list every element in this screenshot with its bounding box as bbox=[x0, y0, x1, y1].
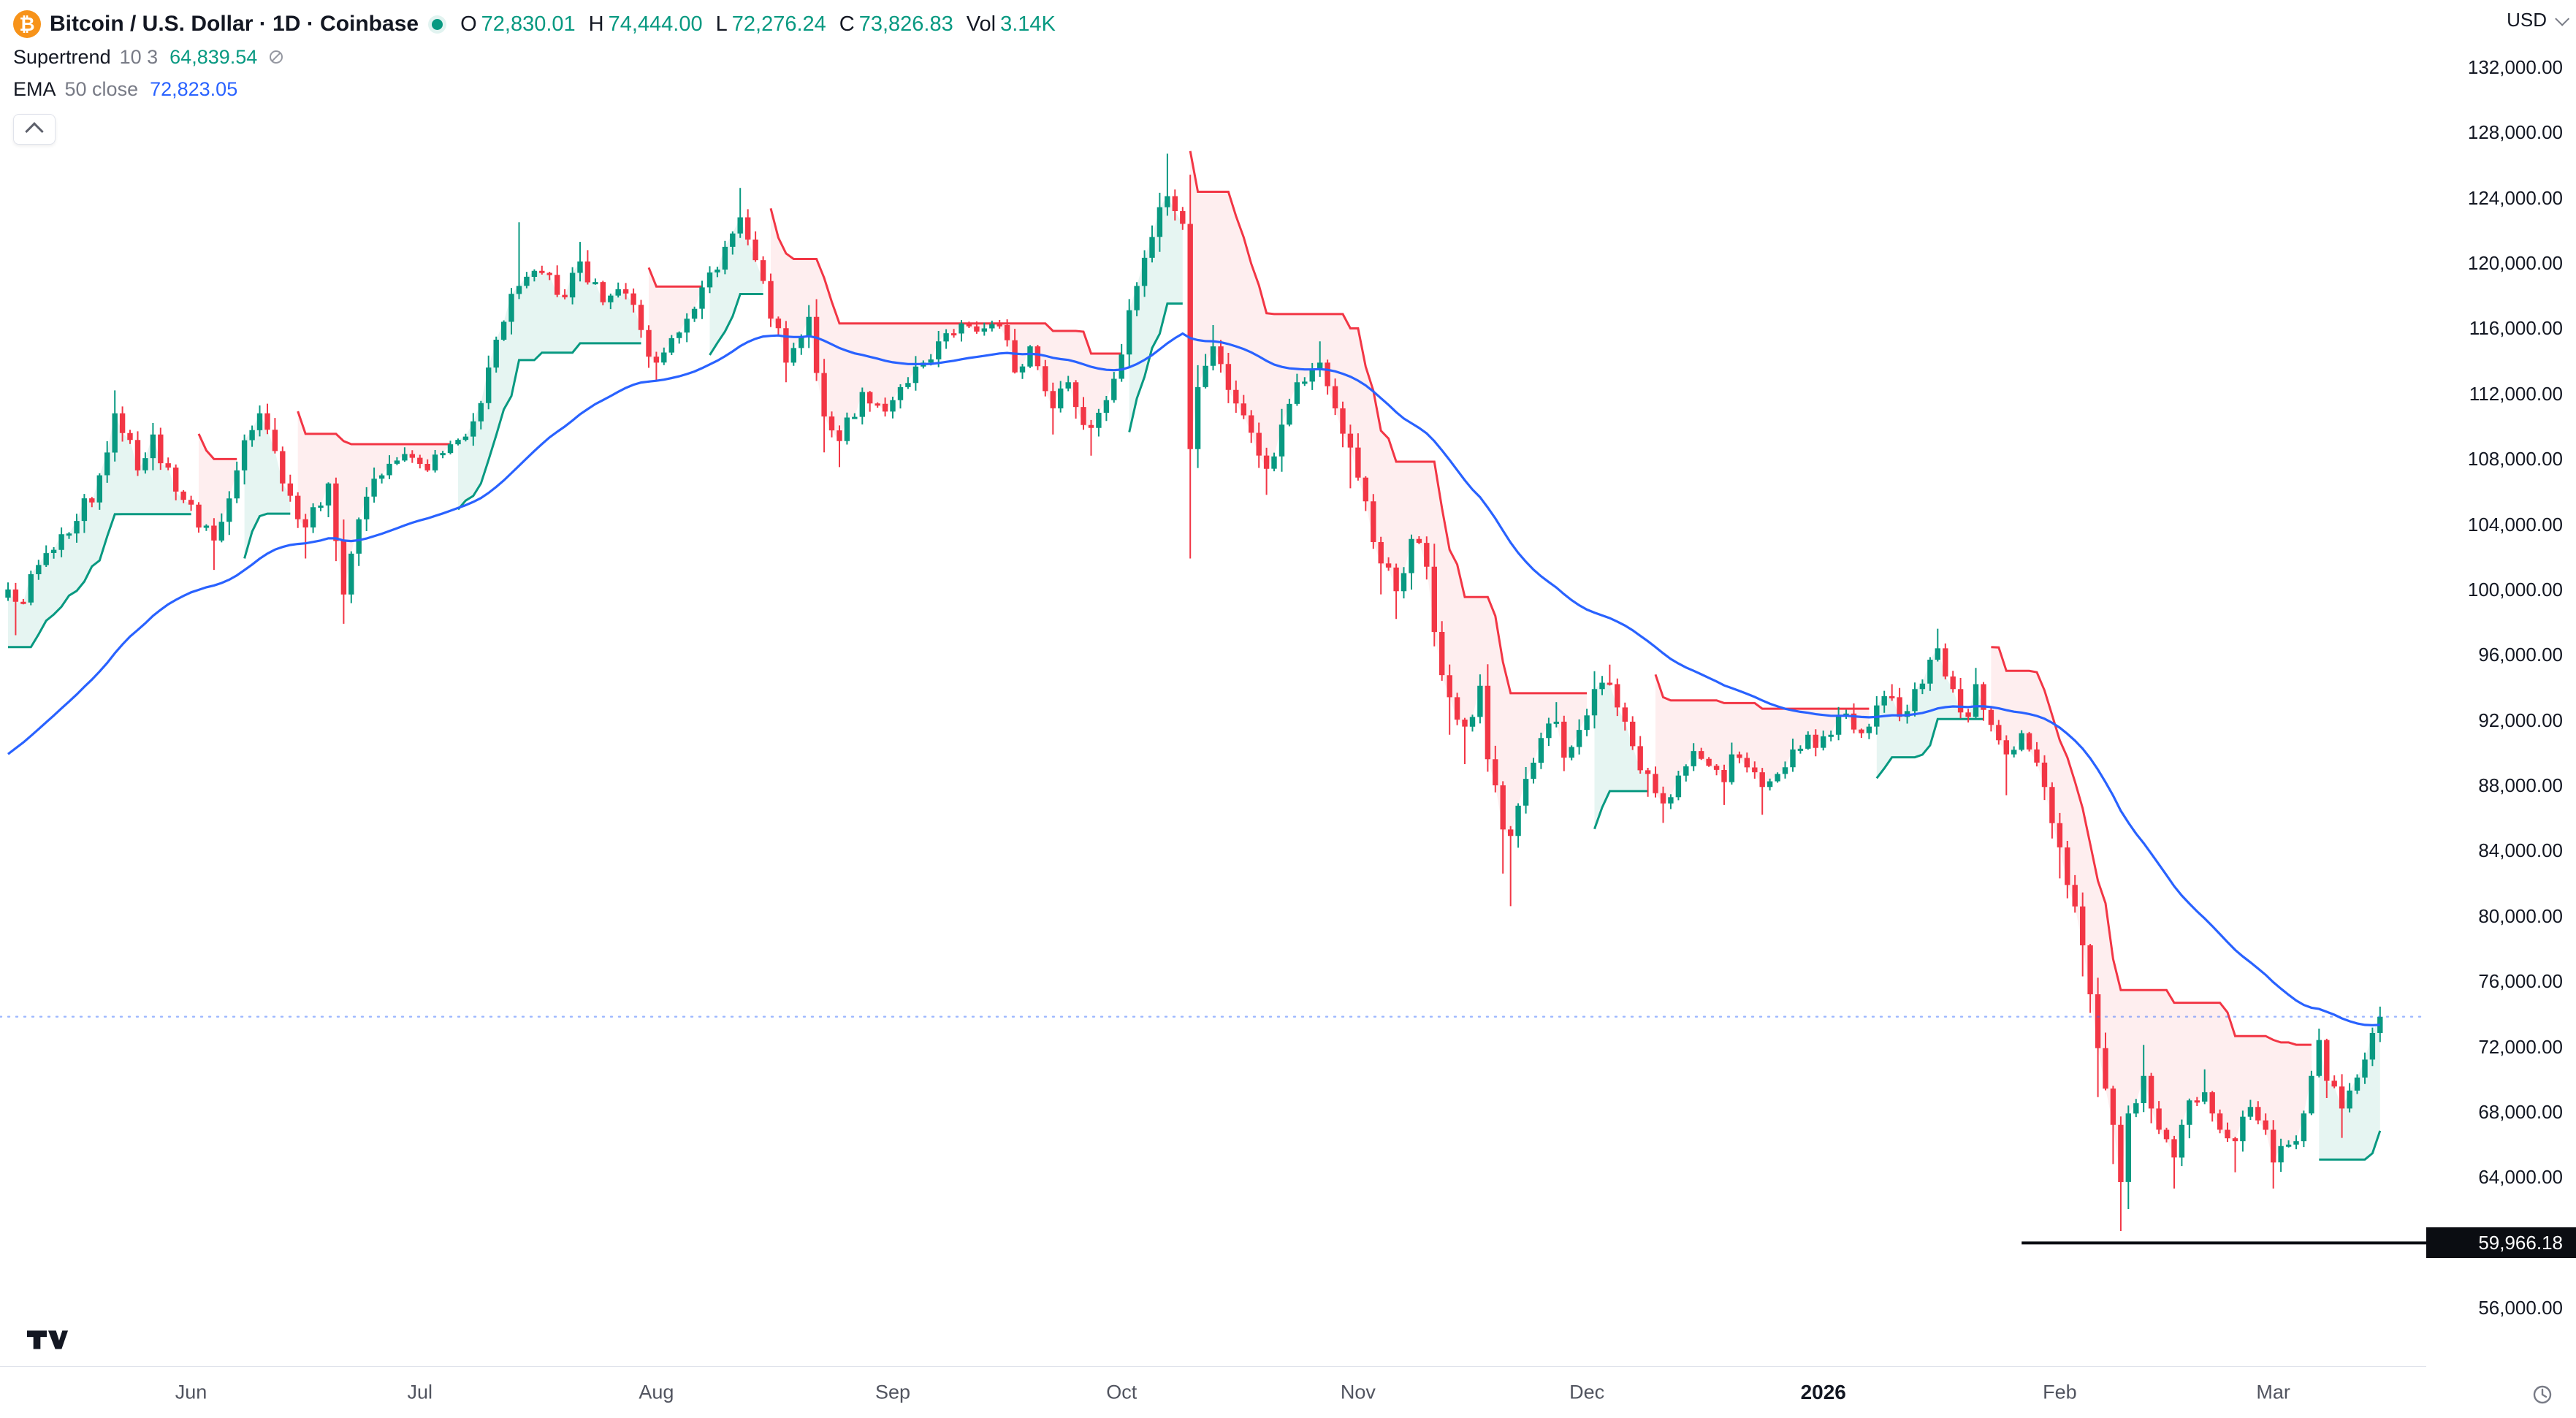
circle-slash-icon[interactable] bbox=[267, 48, 285, 66]
indicator-name[interactable]: Supertrend bbox=[13, 45, 111, 68]
high-value: 74,444.00 bbox=[608, 12, 703, 36]
indicator-value: 72,823.05 bbox=[150, 77, 238, 100]
price-axis-label: 100,000.00 bbox=[2467, 578, 2563, 601]
price-axis[interactable]: 59,966.18 132,000.00 128,000.00 124,000.00… bbox=[2426, 0, 2576, 1367]
collapse-legend-button[interactable] bbox=[13, 114, 56, 145]
time-axis-label: Sep bbox=[875, 1381, 911, 1403]
ema-line bbox=[7, 332, 2380, 1026]
time-axis-label: Mar bbox=[2256, 1381, 2290, 1403]
time-axis-label: Dec bbox=[1569, 1381, 1605, 1403]
price-axis-label: 68,000.00 bbox=[2478, 1100, 2563, 1123]
price-axis-label: 124,000.00 bbox=[2467, 186, 2563, 209]
high-label: H bbox=[588, 12, 604, 36]
time-axis-label: 2026 bbox=[1800, 1381, 1846, 1403]
indicator-row-ema[interactable]: EMA 50 close 72,823.05 bbox=[13, 73, 1056, 105]
price-axis-label: 104,000.00 bbox=[2467, 513, 2563, 535]
legend: ₿ Bitcoin / U.S. Dollar · 1D · Coinbase … bbox=[13, 7, 1056, 145]
time-axis-label: Aug bbox=[639, 1381, 674, 1403]
low-label: L bbox=[715, 12, 728, 36]
price-axis-label: 64,000.00 bbox=[2478, 1166, 2563, 1189]
price-axis-label: 80,000.00 bbox=[2478, 904, 2563, 927]
supertrend-fill-layer bbox=[8, 150, 2380, 1182]
volume-label: Vol bbox=[966, 12, 997, 36]
time-axis-label: Jun bbox=[175, 1381, 207, 1403]
time-axis-label: Nov bbox=[1340, 1381, 1376, 1403]
currency-selector[interactable]: USD bbox=[2507, 9, 2570, 31]
price-axis-label: 96,000.00 bbox=[2478, 644, 2563, 666]
currency-label: USD bbox=[2507, 9, 2547, 31]
time-axis-label: Jul bbox=[407, 1381, 433, 1403]
price-axis-label: 116,000.00 bbox=[2469, 317, 2563, 340]
symbol-legend-row[interactable]: ₿ Bitcoin / U.S. Dollar · 1D · Coinbase … bbox=[13, 7, 1056, 41]
indicator-params: 10 3 bbox=[119, 45, 159, 68]
indicator-value: 64,839.54 bbox=[169, 45, 258, 68]
indicator-row-supertrend[interactable]: Supertrend 10 3 64,839.54 bbox=[13, 41, 1056, 73]
price-axis-label: 108,000.00 bbox=[2467, 448, 2563, 470]
price-axis-label: 132,000.00 bbox=[2467, 56, 2563, 78]
level-price-label[interactable]: 59,966.18 bbox=[2426, 1227, 2576, 1259]
time-axis-label: Oct bbox=[1106, 1381, 1138, 1403]
timezone-clock-icon[interactable] bbox=[2531, 1383, 2554, 1406]
market-status-dot[interactable] bbox=[432, 18, 443, 30]
symbol-title[interactable]: Bitcoin / U.S. Dollar · 1D · Coinbase bbox=[50, 12, 419, 36]
indicator-params: 50 close bbox=[64, 77, 139, 100]
chevron-up-icon bbox=[25, 122, 44, 141]
close-label: C bbox=[839, 12, 855, 36]
open-label: O bbox=[460, 12, 477, 36]
price-axis-label: 128,000.00 bbox=[2467, 121, 2563, 144]
low-value: 72,276.24 bbox=[731, 12, 826, 36]
bitcoin-icon: ₿ bbox=[13, 10, 41, 38]
price-axis-label: 120,000.00 bbox=[2467, 252, 2563, 275]
price-axis-label: 76,000.00 bbox=[2478, 970, 2563, 993]
price-axis-label: 92,000.00 bbox=[2478, 709, 2563, 731]
indicator-name[interactable]: EMA bbox=[13, 77, 56, 100]
tradingview-logo[interactable] bbox=[26, 1329, 69, 1351]
price-axis-label: 112,000.00 bbox=[2469, 382, 2563, 405]
time-axis-label: Feb bbox=[2043, 1381, 2077, 1403]
price-axis-label: 88,000.00 bbox=[2478, 774, 2563, 797]
price-axis-label: 56,000.00 bbox=[2478, 1297, 2563, 1319]
bitcoin-glyph: ₿ bbox=[19, 12, 35, 35]
price-axis-label: 84,000.00 bbox=[2478, 839, 2563, 862]
price-axis-label: 72,000.00 bbox=[2478, 1035, 2563, 1058]
time-axis[interactable]: Jun Jul Aug Sep Oct Nov Dec 2026 Feb Mar bbox=[0, 1366, 2576, 1418]
close-value: 73,826.83 bbox=[858, 12, 953, 36]
supertrend-line-layer bbox=[8, 150, 2382, 1161]
open-value: 72,830.01 bbox=[481, 12, 576, 36]
volume-value: 3.14K bbox=[1000, 12, 1056, 36]
